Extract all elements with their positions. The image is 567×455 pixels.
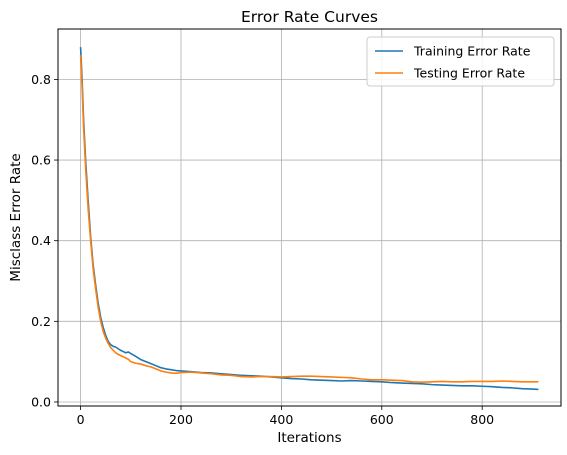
y-tick-label: 0.6 (31, 153, 51, 168)
series-line-testing (79, 55, 539, 384)
legend-label: Testing Error Rate (413, 66, 525, 81)
series-group (79, 47, 539, 391)
plot-frame (57, 28, 562, 407)
x-tick-label: 0 (77, 412, 85, 427)
ticks: 0 200 400 600 800 0.0 0.2 0.4 0.6 0.8 (31, 72, 494, 427)
x-tick-label: 200 (169, 412, 193, 427)
chart-title: Error Rate Curves (241, 8, 378, 26)
y-tick-label: 0.4 (31, 233, 51, 248)
x-tick-label: 800 (470, 412, 494, 427)
y-tick-label: 0.2 (31, 314, 51, 329)
y-tick-label: 0.0 (31, 394, 51, 409)
x-tick-label: 400 (269, 412, 293, 427)
x-tick-label: 600 (370, 412, 394, 427)
legend-box (366, 36, 555, 87)
y-tick-label: 0.8 (31, 72, 51, 87)
y-axis-label: Misclass Error Rate (8, 153, 24, 281)
legend: Training Error Rate Testing Error Rate (366, 36, 555, 87)
legend-label: Training Error Rate (413, 44, 531, 59)
x-axis-label: Iterations (277, 430, 341, 446)
